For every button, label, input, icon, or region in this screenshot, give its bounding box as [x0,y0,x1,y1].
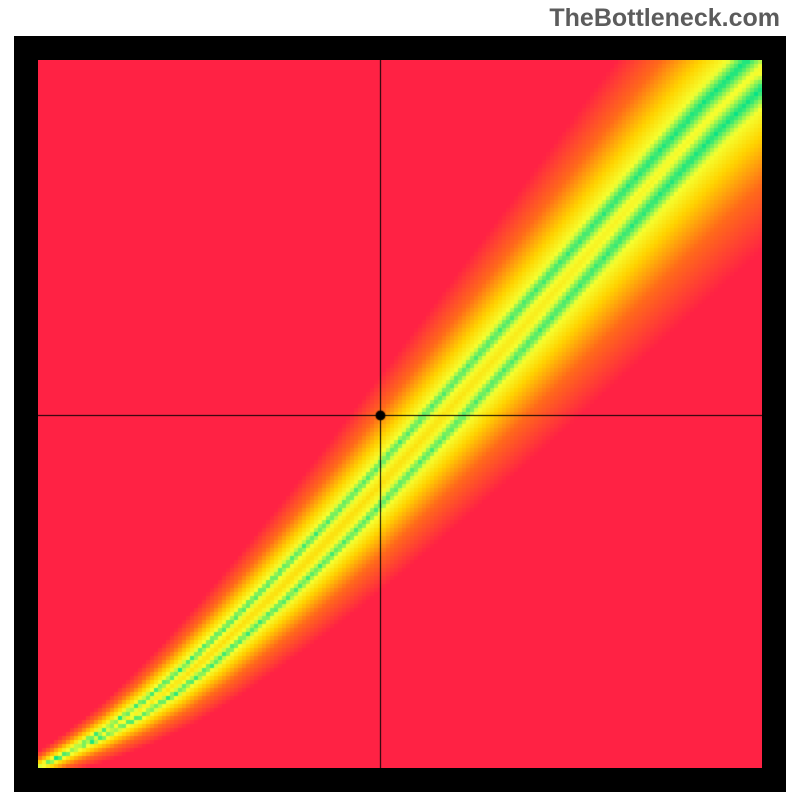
watermark-text: TheBottleneck.com [549,4,780,33]
heatmap-canvas [38,60,762,768]
chart-frame: TheBottleneck.com [0,0,800,800]
heatmap-plot [38,60,762,768]
